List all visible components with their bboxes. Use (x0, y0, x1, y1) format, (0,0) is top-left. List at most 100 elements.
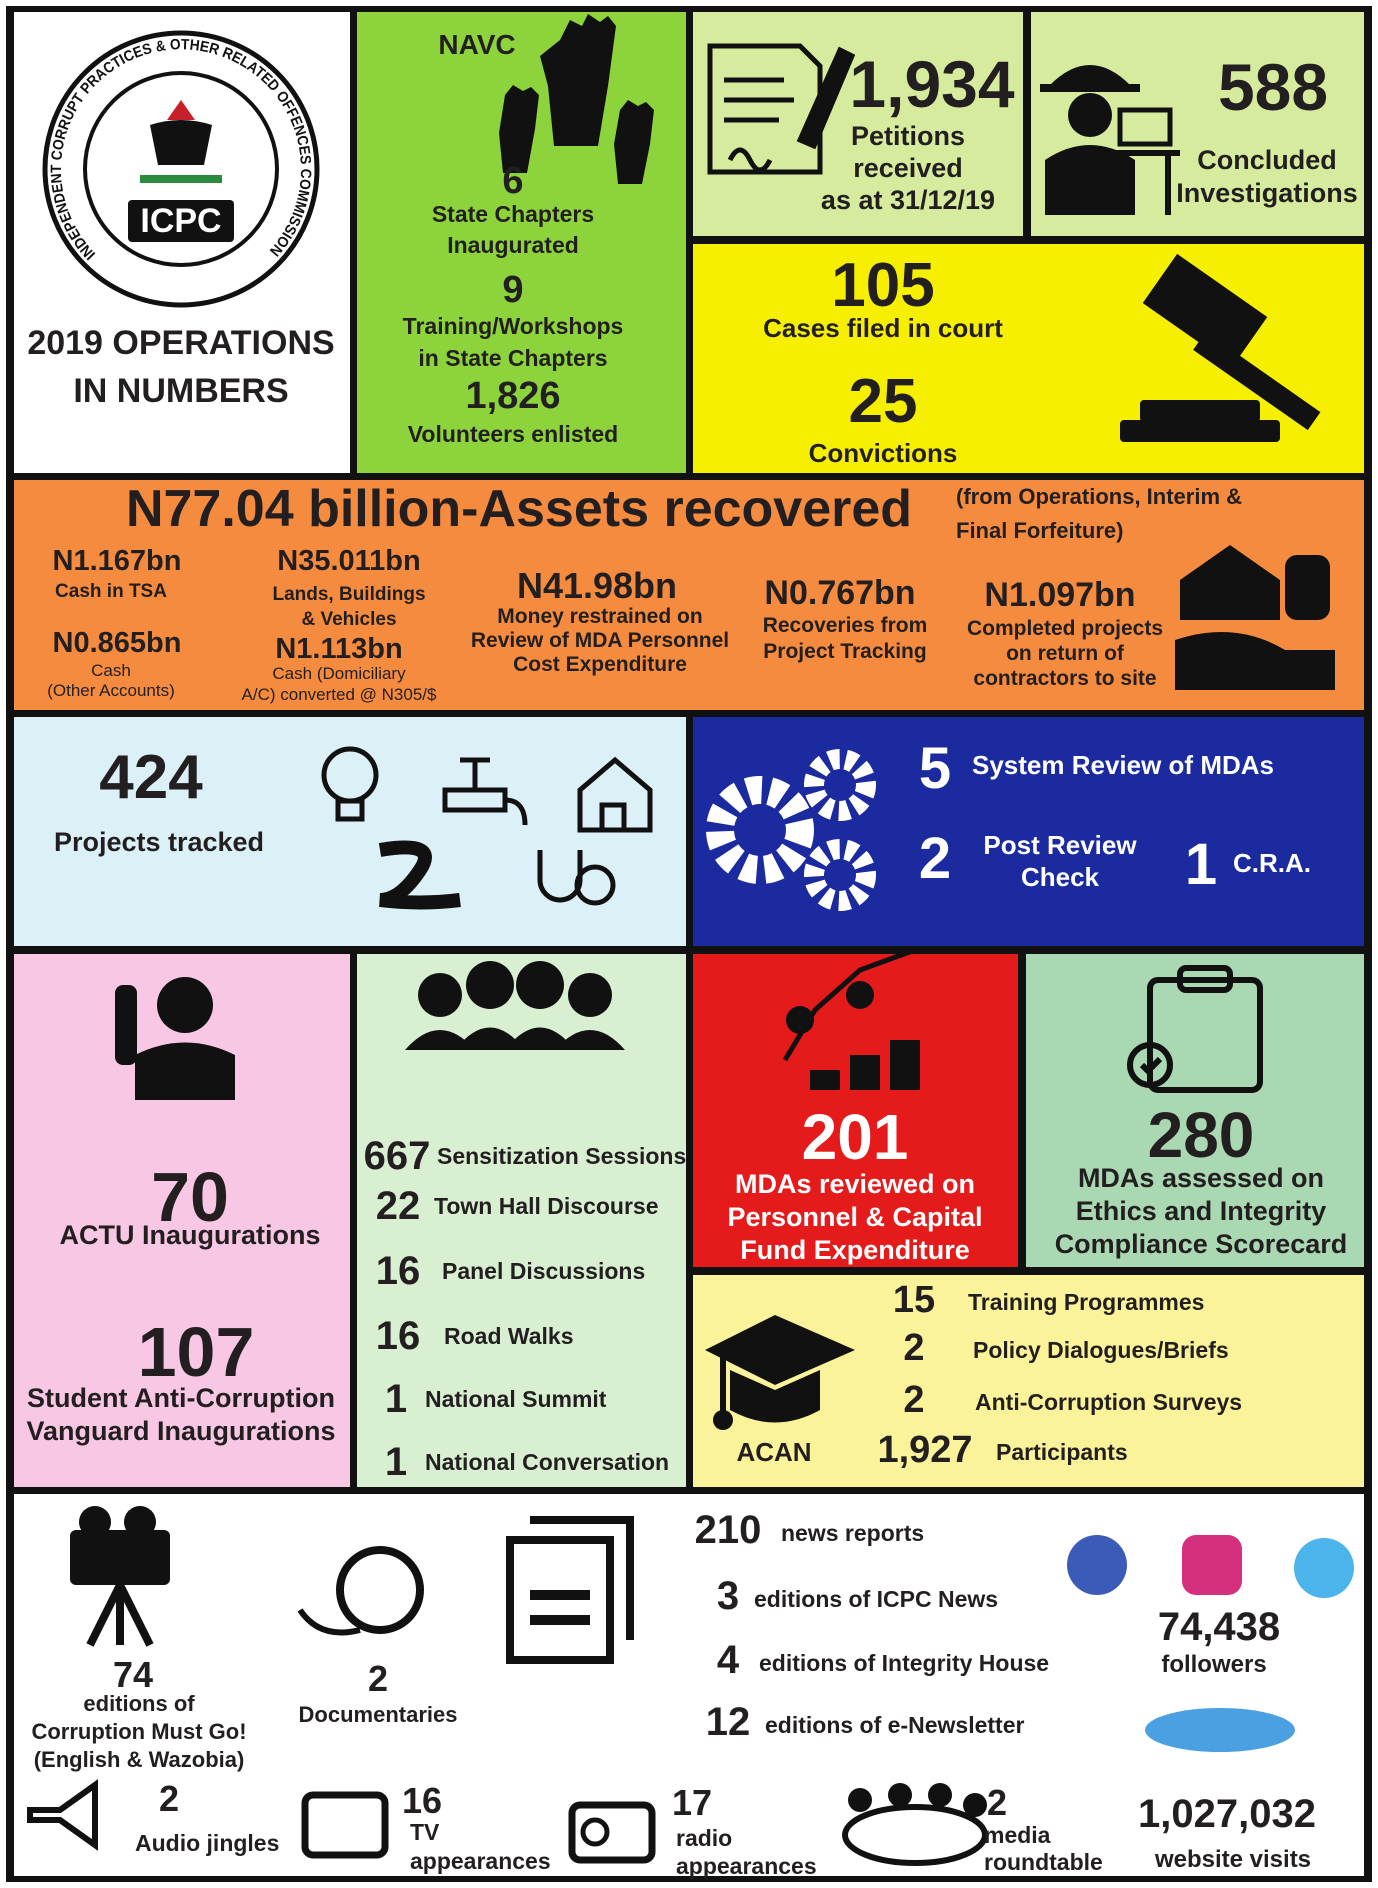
text: followers (1161, 1650, 1267, 1678)
icon-group (405, 961, 625, 1050)
text: N1.113bn (275, 632, 403, 665)
text: 2 (367, 1657, 389, 1699)
text: 16 (375, 1249, 421, 1293)
text: IN NUMBERS (73, 372, 289, 410)
text: 1 (384, 1440, 408, 1484)
text: 5 (918, 736, 952, 801)
text: Vanguard Inaugurations (26, 1415, 336, 1446)
text: N77.04 billion-Assets recovered (125, 480, 913, 538)
text: 15 (892, 1279, 936, 1321)
text: 2 (903, 1379, 925, 1421)
text: Inaugurated (447, 231, 579, 258)
icon-projects (321, 746, 653, 910)
text: Post Review (983, 830, 1137, 860)
text: Anti-Corruption Surveys (975, 1389, 1243, 1415)
logo-acronym: ICPC (140, 202, 221, 240)
icon-investigator (1040, 65, 1180, 215)
text: 424 (99, 743, 203, 812)
text: Concluded (1197, 144, 1337, 175)
text: Audio jingles (135, 1830, 280, 1856)
text: Corruption Must Go! (31, 1719, 247, 1744)
text: TV (410, 1818, 440, 1845)
panel-petitions (693, 12, 1023, 236)
text: contractors to site (973, 666, 1157, 690)
text: MDAs reviewed on (734, 1168, 976, 1199)
icon-gears (706, 749, 876, 911)
text: & Vehicles (301, 608, 397, 630)
text: Volunteers enlisted (407, 420, 619, 447)
text: 12 (705, 1700, 751, 1744)
text: Investigations (1176, 177, 1358, 208)
text: 74 (112, 1653, 154, 1695)
text: 9 (502, 269, 524, 311)
text: appearances (676, 1853, 817, 1879)
text: ACAN (736, 1436, 812, 1467)
text: Panel Discussions (442, 1258, 646, 1284)
icon-assets (1175, 545, 1335, 690)
text: 1 (384, 1377, 408, 1421)
icon-gavel (1120, 253, 1321, 442)
text: 1,927 (877, 1429, 973, 1471)
text: 667 (363, 1134, 431, 1178)
icon-hands (499, 14, 654, 184)
text: on return of (1006, 641, 1124, 665)
text: Cash (Domiciliary (272, 663, 406, 683)
text: National Summit (425, 1386, 607, 1412)
text: 2019 OPERATIONS (27, 324, 335, 362)
text: 280 (1147, 1098, 1255, 1171)
text: Completed projects (966, 616, 1164, 640)
text: 210 (694, 1508, 762, 1552)
icon-chart (782, 947, 920, 1090)
text: Cash (91, 661, 131, 680)
text: editions of (83, 1691, 195, 1716)
text: 201 (801, 1100, 909, 1173)
text: 70 (151, 1158, 229, 1236)
text: editions of e-Newsletter (765, 1712, 1025, 1738)
text: 105 (831, 251, 935, 320)
text: Project Tracking (763, 640, 927, 663)
text: Petitions (850, 121, 966, 151)
text: Ethics and Integrity (1075, 1195, 1327, 1226)
text: radio (676, 1825, 733, 1851)
text: 25 (848, 367, 918, 436)
text: Student Anti-Corruption (27, 1382, 335, 1413)
text: Money restrained on (497, 605, 703, 628)
text: State Chapters (431, 200, 595, 227)
text: in State Chapters (418, 345, 608, 371)
text: Check (1020, 862, 1100, 892)
text: 2 (918, 826, 952, 891)
text: Compliance Scorecard (1054, 1228, 1348, 1259)
text: Convictions (808, 437, 958, 468)
text: as at 31/12/19 (820, 185, 996, 215)
panel-ethics (1026, 954, 1364, 1267)
text: website visits (1154, 1845, 1312, 1873)
text: 16 (375, 1314, 421, 1358)
text: N1.097bn (984, 575, 1136, 614)
text: Final Forfeiture) (956, 518, 1124, 543)
text: Training Programmes (968, 1289, 1205, 1315)
panel-media (14, 1494, 1364, 1876)
text: Sensitization Sessions (437, 1143, 687, 1169)
text: Recoveries from (762, 614, 928, 637)
text: MDAs assessed on (1077, 1162, 1325, 1193)
text: appearances (410, 1847, 551, 1874)
text: 588 (1217, 49, 1329, 124)
text: C.R.A. (1233, 847, 1311, 878)
text: System Review of MDAs (972, 749, 1274, 780)
text: N35.011bn (277, 544, 421, 577)
text: N0.865bn (52, 626, 182, 659)
text: Fund Expenditure (740, 1234, 970, 1265)
text: (from Operations, Interim & (956, 484, 1243, 509)
text: 6 (502, 160, 524, 202)
text: 1,934 (849, 46, 1015, 121)
text: 4 (716, 1638, 740, 1682)
text: media (984, 1821, 1051, 1848)
text: 17 (672, 1781, 713, 1823)
logo: INDEPENDENT CORRUPT PRACTICES & OTHER RE… (42, 30, 320, 308)
text: Lands, Buildings (272, 583, 426, 605)
icon-media (27, 1506, 1354, 1866)
text: Cash in TSA (55, 580, 167, 602)
icon-person (115, 977, 235, 1100)
panel-projects (14, 717, 686, 946)
